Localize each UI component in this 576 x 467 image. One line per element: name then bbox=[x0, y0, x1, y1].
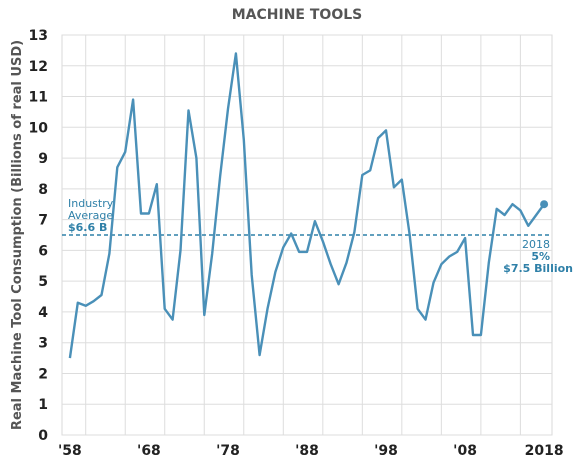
data-point bbox=[298, 251, 300, 253]
data-point bbox=[243, 138, 245, 140]
data-point bbox=[116, 166, 118, 168]
y-tick-label: 10 bbox=[29, 120, 49, 136]
y-tick-label: 4 bbox=[38, 305, 48, 321]
x-tick-label: '68 bbox=[137, 443, 161, 459]
data-point bbox=[156, 183, 158, 185]
y-tick-label: 11 bbox=[29, 90, 48, 106]
chart-title: MACHINE TOOLS bbox=[232, 7, 362, 23]
data-point bbox=[416, 308, 418, 310]
data-point bbox=[266, 308, 268, 310]
data-point bbox=[519, 209, 521, 211]
latest-annotation-percent: 5% bbox=[531, 250, 550, 263]
data-point bbox=[100, 294, 102, 296]
data-point bbox=[77, 301, 79, 303]
average-annotation-line1: Industry bbox=[68, 197, 114, 210]
data-point bbox=[85, 305, 87, 307]
latest-data-point bbox=[540, 200, 549, 209]
data-point bbox=[377, 137, 379, 139]
y-axis-label: Real Machine Tool Consumption (Billions … bbox=[10, 40, 25, 430]
y-tick-label: 9 bbox=[38, 151, 48, 167]
x-tick-label: '08 bbox=[453, 443, 477, 459]
y-tick-label: 13 bbox=[29, 28, 48, 44]
data-point bbox=[195, 157, 197, 159]
y-tick-label: 7 bbox=[38, 213, 48, 229]
data-point bbox=[480, 334, 482, 336]
data-point bbox=[124, 151, 126, 153]
data-point bbox=[330, 263, 332, 265]
data-point bbox=[171, 318, 173, 320]
data-point bbox=[179, 249, 181, 251]
data-point bbox=[203, 314, 205, 316]
data-point bbox=[132, 98, 134, 100]
data-point bbox=[369, 169, 371, 171]
y-tick-label: 6 bbox=[38, 243, 48, 259]
data-point bbox=[258, 354, 260, 356]
y-tick-label: 8 bbox=[38, 182, 48, 198]
data-point bbox=[424, 318, 426, 320]
data-point bbox=[472, 334, 474, 336]
data-point bbox=[353, 231, 355, 233]
data-point bbox=[432, 281, 434, 283]
data-point bbox=[337, 283, 339, 285]
data-point bbox=[235, 52, 237, 54]
y-tick-label: 1 bbox=[38, 397, 48, 413]
data-point bbox=[227, 108, 229, 110]
data-point bbox=[314, 220, 316, 222]
data-point bbox=[448, 255, 450, 257]
x-tick-label: '98 bbox=[374, 443, 398, 459]
y-tick-label: 0 bbox=[38, 428, 48, 444]
data-point bbox=[140, 212, 142, 214]
data-point bbox=[219, 175, 221, 177]
data-point bbox=[440, 263, 442, 265]
x-tick-label: '78 bbox=[216, 443, 240, 459]
data-point bbox=[164, 308, 166, 310]
data-point bbox=[385, 129, 387, 131]
data-point bbox=[488, 261, 490, 263]
y-tick-label: 2 bbox=[38, 366, 48, 382]
data-point bbox=[92, 300, 94, 302]
data-point bbox=[148, 212, 150, 214]
consumption-series-line bbox=[68, 52, 546, 359]
data-point bbox=[250, 274, 252, 276]
x-tick-label: '58 bbox=[58, 443, 82, 459]
data-point bbox=[290, 232, 292, 234]
y-tick-label: 12 bbox=[29, 59, 48, 75]
data-point bbox=[69, 357, 71, 359]
data-point bbox=[361, 174, 363, 176]
data-point bbox=[393, 186, 395, 188]
data-point bbox=[535, 214, 537, 216]
data-point bbox=[511, 203, 513, 205]
data-point bbox=[108, 252, 110, 254]
x-tick-label: '88 bbox=[295, 443, 319, 459]
y-tick-label: 5 bbox=[38, 274, 48, 290]
data-point bbox=[282, 246, 284, 248]
data-point bbox=[503, 214, 505, 216]
latest-annotation-value: $7.5 Billion bbox=[503, 262, 573, 275]
data-point bbox=[322, 240, 324, 242]
data-point bbox=[464, 237, 466, 239]
data-point bbox=[187, 109, 189, 111]
data-point bbox=[495, 208, 497, 210]
data-point bbox=[409, 234, 411, 236]
x-tick-label: 2018 bbox=[525, 443, 564, 459]
data-point bbox=[456, 251, 458, 253]
data-point bbox=[401, 178, 403, 180]
average-annotation-value: $6.6 B bbox=[68, 221, 107, 234]
latest-annotation-year: 2018 bbox=[522, 238, 550, 251]
y-tick-label: 3 bbox=[38, 336, 48, 352]
data-point bbox=[527, 225, 529, 227]
data-point bbox=[345, 261, 347, 263]
data-point bbox=[211, 252, 213, 254]
average-annotation-line2: Average bbox=[68, 209, 113, 222]
data-point bbox=[274, 271, 276, 273]
data-point bbox=[306, 251, 308, 253]
